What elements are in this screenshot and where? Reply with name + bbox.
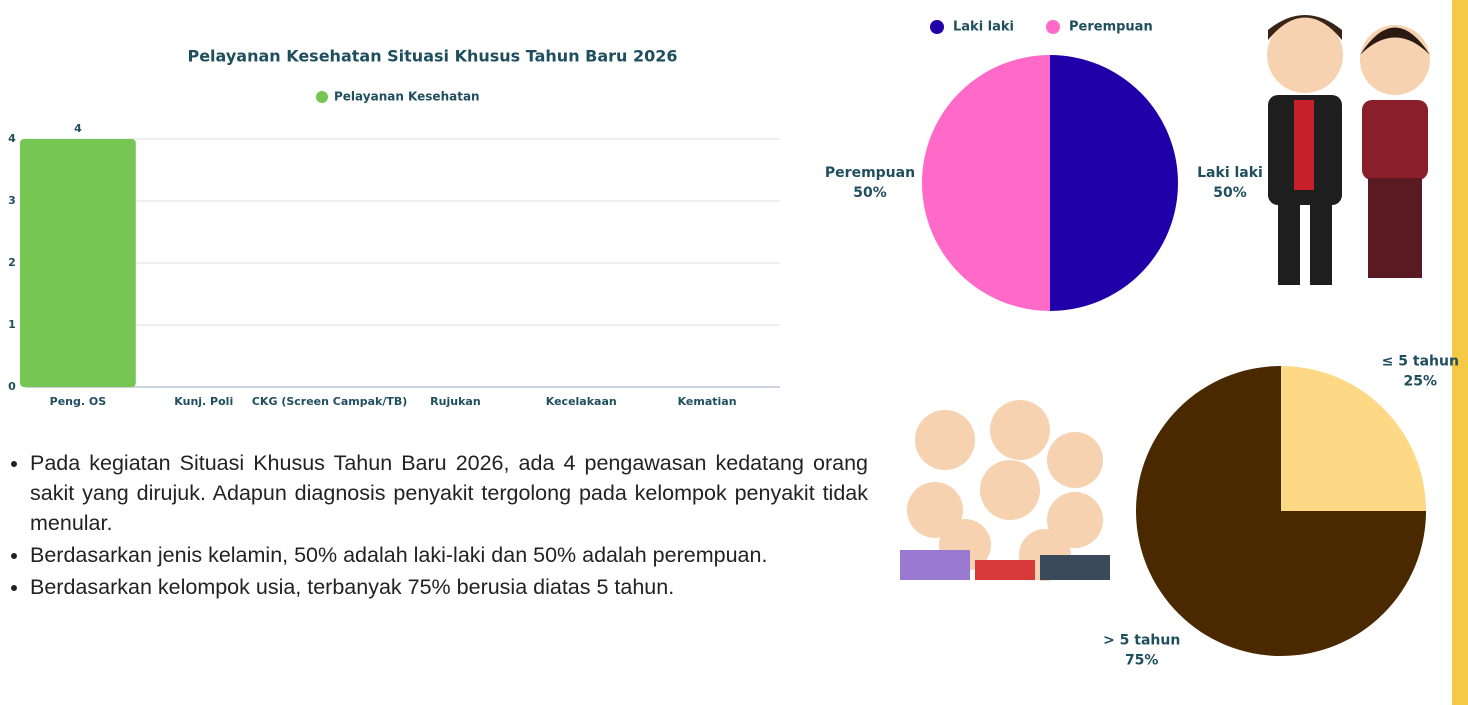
- x-tick-label: CKG (Screen Campak/TB): [252, 395, 407, 408]
- bullet: Berdasarkan jenis kelamin, 50% adalah la…: [30, 540, 868, 570]
- x-tick-label: Peng. OS: [50, 395, 107, 408]
- chart-title: Pelayanan Kesehatan Situasi Khusus Tahun…: [187, 47, 677, 66]
- x-tick-label: Kematian: [678, 395, 737, 408]
- slice-label: > 5 tahun: [1103, 632, 1180, 648]
- y-tick-label: 0: [8, 380, 16, 393]
- slice-value: 50%: [1213, 185, 1247, 201]
- x-tick-label: Kecelakaan: [546, 395, 617, 408]
- slice-value: 75%: [1125, 652, 1159, 668]
- pie-slice: [1281, 366, 1426, 511]
- bar: [20, 139, 136, 387]
- illustration-couple: [1267, 15, 1430, 285]
- bullet: Pada kegiatan Situasi Khusus Tahun Baru …: [30, 448, 868, 538]
- x-tick-label: Kunj. Poli: [174, 395, 233, 408]
- side-stripe: [1452, 0, 1468, 705]
- pie-slice: [1050, 55, 1178, 311]
- slice-value: 50%: [853, 185, 887, 201]
- y-tick-label: 2: [8, 256, 16, 269]
- legend-label: Laki laki: [953, 20, 1014, 35]
- legend-label: Perempuan: [1069, 20, 1153, 35]
- y-tick-label: 3: [8, 194, 16, 207]
- slice-value: 25%: [1404, 374, 1438, 390]
- pie-slice: [1136, 366, 1426, 656]
- y-tick-label: 1: [8, 318, 16, 331]
- slice-label: Perempuan: [825, 165, 915, 181]
- legend-swatch: [316, 91, 328, 103]
- data-label: 4: [74, 122, 82, 135]
- legend-swatch: [930, 20, 944, 34]
- bullet-list: Pada kegiatan Situasi Khusus Tahun Baru …: [10, 448, 868, 604]
- pie-slice: [922, 55, 1050, 311]
- y-tick-label: 4: [8, 132, 16, 145]
- slice-label: Laki laki: [1197, 165, 1263, 181]
- bullet: Berdasarkan kelompok usia, terbanyak 75%…: [30, 572, 868, 602]
- slice-label: ≤ 5 tahun: [1382, 354, 1459, 370]
- legend-swatch: [1046, 20, 1060, 34]
- illustration-crowd: [900, 400, 1110, 581]
- legend-label: Pelayanan Kesehatan: [334, 90, 480, 104]
- x-tick-label: Rujukan: [430, 395, 480, 408]
